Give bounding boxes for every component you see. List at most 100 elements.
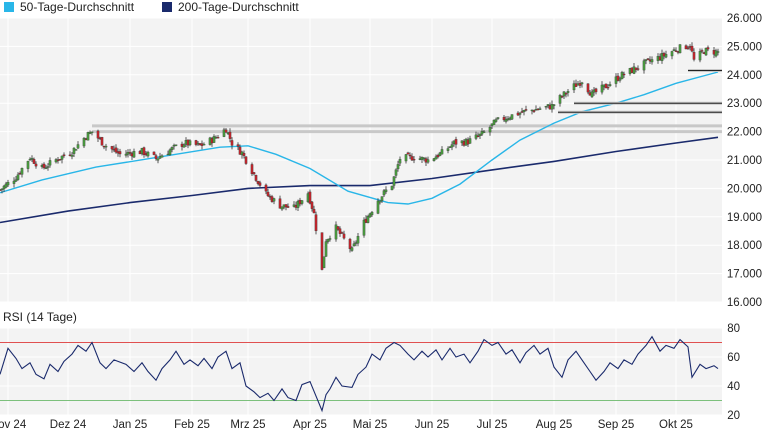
candle [174, 144, 178, 147]
sma200-line [0, 136, 719, 224]
candle [124, 150, 128, 158]
candle [32, 157, 36, 164]
candle-body [620, 72, 624, 80]
candle [254, 174, 258, 182]
candle-body [704, 47, 708, 56]
legend-item-sma200[interactable]: 200-Tage-Durchschnitt [162, 0, 299, 14]
candle-body [406, 152, 410, 155]
candle-body [544, 106, 548, 108]
candle-body [12, 180, 16, 184]
candle-body [362, 219, 366, 236]
candle [320, 232, 324, 271]
candle-body [132, 151, 136, 158]
candle-body [124, 153, 128, 156]
candle [558, 93, 562, 107]
candle [518, 112, 522, 119]
rsi-y-tick-label: 80 [727, 323, 740, 335]
legend-item-sma50[interactable]: 50-Tage-Durchschnitt [4, 0, 134, 14]
candle [692, 48, 696, 62]
candle [280, 206, 284, 211]
candle-body [440, 149, 444, 155]
candle [20, 167, 24, 178]
candle-body [334, 224, 338, 240]
candle-body [580, 82, 584, 85]
candle [560, 95, 564, 99]
candle [706, 45, 710, 52]
candle [704, 47, 708, 56]
candle-body [0, 189, 2, 191]
candle-body [4, 183, 8, 188]
candle-body [564, 93, 568, 95]
candle [636, 65, 640, 71]
candle [488, 125, 492, 136]
candle-body [644, 59, 648, 61]
candle [650, 56, 654, 65]
candle-body [86, 132, 90, 141]
candle [308, 189, 312, 205]
candle-body [326, 238, 330, 242]
candle-body [168, 149, 172, 155]
candle [476, 132, 480, 138]
candle [82, 137, 86, 148]
candle [342, 230, 346, 240]
candle [182, 143, 186, 148]
candle-body [256, 181, 260, 184]
candle [594, 87, 598, 95]
candle [440, 146, 444, 155]
candle [250, 162, 254, 177]
candle [376, 198, 380, 215]
candle [44, 164, 48, 170]
candle-body [96, 130, 100, 139]
candle [238, 144, 242, 155]
candle-body [684, 45, 688, 50]
candle [72, 147, 76, 158]
candle-body [60, 155, 64, 160]
candle-body [412, 159, 416, 161]
candle [632, 63, 636, 75]
candle-body [368, 213, 372, 218]
candle [674, 47, 678, 53]
candle [410, 153, 414, 161]
candle-body [336, 226, 340, 230]
candle [618, 76, 622, 83]
candle [230, 137, 234, 150]
candle [350, 246, 354, 252]
candlesticks [0, 42, 720, 271]
candle [28, 157, 32, 161]
candle [328, 235, 332, 242]
candle-body [382, 190, 386, 196]
candle-body [278, 198, 282, 209]
candle [46, 163, 50, 171]
price-y-tick-label: 16.000 [727, 297, 762, 309]
candle [74, 149, 78, 151]
candle-body [90, 131, 94, 133]
candle-body [504, 119, 508, 122]
candle-body [70, 154, 74, 157]
candle-body [160, 155, 164, 158]
candle-body [114, 147, 118, 153]
candle [496, 117, 500, 120]
candle [284, 204, 288, 211]
x-tick-label: Jul 25 [477, 419, 508, 430]
candle [336, 225, 340, 231]
candle [6, 179, 10, 187]
candle-body [450, 144, 454, 148]
candle [296, 199, 300, 211]
candle-body [174, 144, 178, 146]
x-axis: Nov 24 Dez 24 Jan 25 Feb 25 Mrz 25 Apr 25 Mai … [0, 419, 693, 430]
candle-body [296, 200, 300, 208]
rsi-y-axis: 80 60 40 20 [727, 323, 740, 422]
candle-body [170, 147, 174, 150]
candle-body [258, 182, 262, 186]
legend-swatch-sma200 [162, 2, 172, 12]
candle [60, 155, 64, 164]
candle-body [560, 96, 564, 98]
candle [212, 134, 216, 143]
candle [0, 188, 4, 194]
candle-body [280, 206, 284, 210]
candle [504, 116, 508, 124]
candle-body [266, 191, 270, 197]
candle [714, 48, 718, 58]
candle-body [492, 119, 496, 125]
candle [408, 152, 412, 160]
